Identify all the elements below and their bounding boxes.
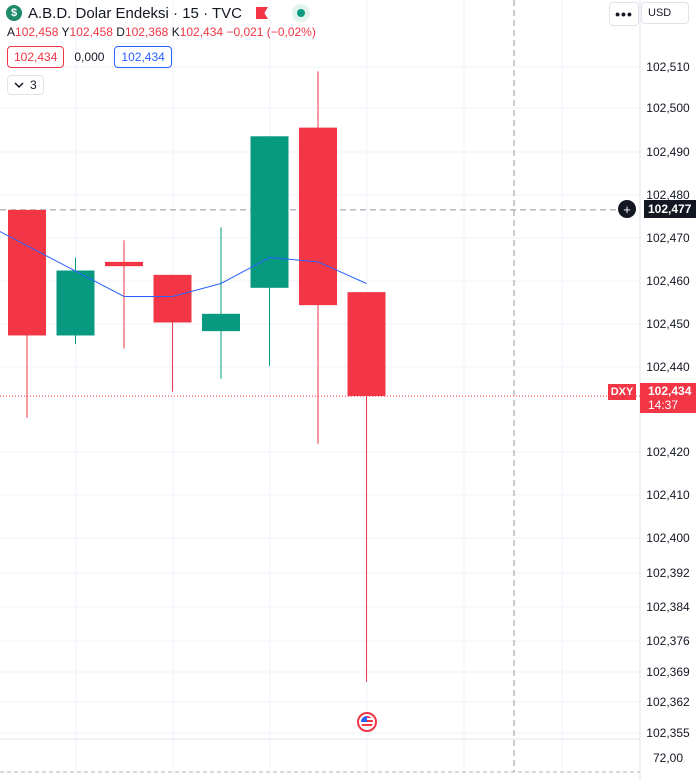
ohlc-legend: A102,458 Y102,458 D102,368 K102,434 −0,0…	[7, 25, 316, 39]
us-flag-icon[interactable]	[357, 712, 377, 732]
indicator-count: 3	[30, 78, 37, 92]
candles	[8, 71, 386, 682]
price-axis-label: 102,376	[646, 634, 690, 648]
low-value: 102,368	[124, 25, 169, 39]
market-status-icon[interactable]	[291, 4, 310, 22]
candle-body	[347, 292, 386, 397]
indicator-left-value[interactable]: 102,434	[7, 46, 65, 68]
flag-icon[interactable]	[255, 7, 268, 19]
high-value: 102,458	[69, 25, 113, 39]
price-axis-label: 102,460	[646, 274, 690, 288]
candle-body	[8, 209, 46, 336]
price-axis-label: 102,440	[646, 360, 690, 374]
close-value: 102,434	[179, 25, 224, 39]
indicator-mid-value: 0,000	[74, 50, 105, 64]
indicator-right-value[interactable]: 102,434	[114, 46, 172, 68]
price-axis-label: 102,490	[646, 145, 690, 159]
candle-body	[105, 261, 143, 267]
candle-body	[153, 274, 192, 323]
candle-body	[202, 313, 240, 332]
price-axis-label: 102,420	[646, 445, 690, 459]
open-value: 102,458	[15, 25, 59, 39]
price-axis-label: 102,480	[646, 188, 690, 202]
price-axis-label: 102,400	[646, 531, 690, 545]
hover-price-label: 102,477	[644, 200, 696, 218]
chevron-down-icon	[14, 82, 24, 89]
last-price-value: 102,434	[648, 384, 692, 398]
price-axis-label: 102,510	[646, 60, 690, 74]
chart-grid	[0, 0, 640, 772]
bar-countdown: 14:37	[648, 398, 679, 412]
price-axis-label: 102,369	[646, 665, 690, 679]
plus-icon[interactable]: +	[618, 200, 636, 218]
symbol-tag: DXY	[608, 384, 636, 400]
dollar-logo-icon: $	[6, 5, 22, 21]
price-axis-label: 102,470	[646, 231, 690, 245]
price-axis-label: 102,392	[646, 566, 690, 580]
price-axis-label: 102,355	[646, 726, 690, 740]
moving-average	[0, 231, 367, 297]
volume-axis-label: 72,00	[652, 751, 684, 765]
last-price-label: 102,434 14:37	[640, 383, 696, 413]
ma-line	[0, 231, 367, 297]
price-axis-label: 102,500	[646, 101, 690, 115]
collapse-indicators-button[interactable]: 3	[7, 75, 44, 95]
price-axis-label: 102,450	[646, 317, 690, 331]
candle-body	[56, 270, 95, 336]
indicator-values: 102,434 0,000 102,434	[7, 46, 172, 68]
chart-header: $ A.B.D. Dolar Endeksi · 15 · TVC	[6, 3, 310, 23]
price-axis-label: 102,384	[646, 600, 690, 614]
price-axis-label: 102,410	[646, 488, 690, 502]
price-axis-label: 102,362	[646, 695, 690, 709]
symbol-title[interactable]: A.B.D. Dolar Endeksi · 15 · TVC	[28, 4, 242, 22]
more-options-button[interactable]: •••	[609, 2, 639, 26]
candle-body	[299, 127, 337, 306]
currency-button[interactable]: USD	[641, 2, 689, 24]
candle-body	[250, 136, 289, 288]
guide-lines	[0, 0, 641, 780]
change-value: −0,021 (−0,02%)	[226, 25, 316, 39]
